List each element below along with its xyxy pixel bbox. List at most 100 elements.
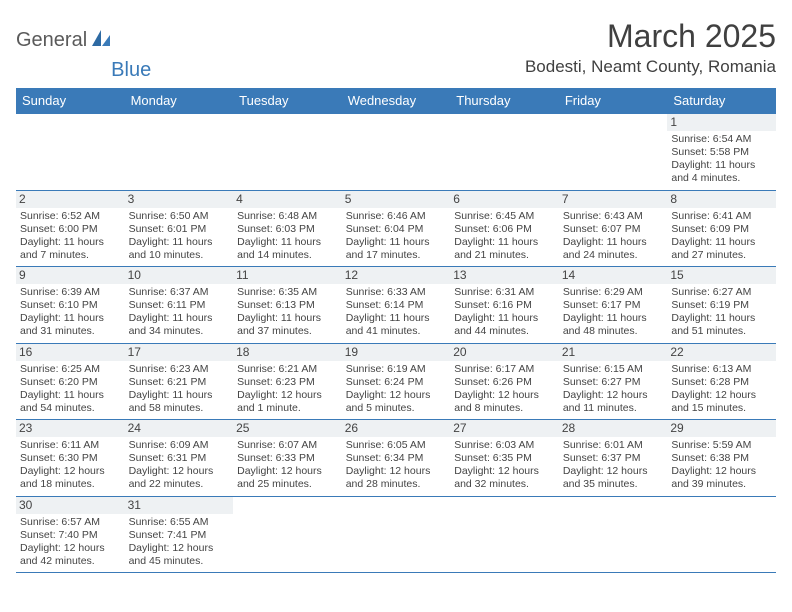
day-number: 27 (450, 420, 559, 437)
day-number: 26 (342, 420, 451, 437)
sunrise-text: Sunrise: 6:29 AM (563, 286, 664, 299)
daylight-text: and 34 minutes. (129, 325, 230, 338)
day-number: 31 (125, 497, 234, 514)
calendar-cell: 26Sunrise: 6:05 AMSunset: 6:34 PMDayligh… (342, 420, 451, 497)
sunrise-text: Sunrise: 6:27 AM (671, 286, 772, 299)
sunrise-text: Sunrise: 6:48 AM (237, 210, 338, 223)
calendar-cell: 30Sunrise: 6:57 AMSunset: 7:40 PMDayligh… (16, 496, 125, 573)
daylight-text: and 51 minutes. (671, 325, 772, 338)
sunset-text: Sunset: 6:23 PM (237, 376, 338, 389)
daylight-text: and 11 minutes. (563, 402, 664, 415)
calendar-cell: 22Sunrise: 6:13 AMSunset: 6:28 PMDayligh… (667, 343, 776, 420)
day-header: Saturday (667, 88, 776, 114)
daylight-text: Daylight: 12 hours (237, 465, 338, 478)
sunrise-text: Sunrise: 6:50 AM (129, 210, 230, 223)
day-number: 21 (559, 344, 668, 361)
day-header: Thursday (450, 88, 559, 114)
sunset-text: Sunset: 6:34 PM (346, 452, 447, 465)
sunrise-text: Sunrise: 6:21 AM (237, 363, 338, 376)
sunset-text: Sunset: 6:27 PM (563, 376, 664, 389)
calendar-cell: 20Sunrise: 6:17 AMSunset: 6:26 PMDayligh… (450, 343, 559, 420)
calendar-cell: 6Sunrise: 6:45 AMSunset: 6:06 PMDaylight… (450, 190, 559, 267)
daylight-text: Daylight: 12 hours (346, 389, 447, 402)
sunset-text: Sunset: 6:03 PM (237, 223, 338, 236)
sunset-text: Sunset: 5:58 PM (671, 146, 772, 159)
calendar-row: 2Sunrise: 6:52 AMSunset: 6:00 PMDaylight… (16, 190, 776, 267)
sunrise-text: Sunrise: 6:55 AM (129, 516, 230, 529)
daylight-text: and 45 minutes. (129, 555, 230, 568)
day-number: 30 (16, 497, 125, 514)
daylight-text: Daylight: 11 hours (20, 389, 121, 402)
daylight-text: Daylight: 12 hours (563, 465, 664, 478)
daylight-text: and 1 minute. (237, 402, 338, 415)
sunrise-text: Sunrise: 6:03 AM (454, 439, 555, 452)
calendar-cell: 2Sunrise: 6:52 AMSunset: 6:00 PMDaylight… (16, 190, 125, 267)
calendar-row: 1Sunrise: 6:54 AMSunset: 5:58 PMDaylight… (16, 114, 776, 191)
calendar-cell: 7Sunrise: 6:43 AMSunset: 6:07 PMDaylight… (559, 190, 668, 267)
calendar-cell: 8Sunrise: 6:41 AMSunset: 6:09 PMDaylight… (667, 190, 776, 267)
sunrise-text: Sunrise: 6:35 AM (237, 286, 338, 299)
sunset-text: Sunset: 6:04 PM (346, 223, 447, 236)
calendar-cell: 18Sunrise: 6:21 AMSunset: 6:23 PMDayligh… (233, 343, 342, 420)
calendar-cell: 16Sunrise: 6:25 AMSunset: 6:20 PMDayligh… (16, 343, 125, 420)
daylight-text: and 24 minutes. (563, 249, 664, 262)
sunrise-text: Sunrise: 6:17 AM (454, 363, 555, 376)
day-number: 11 (233, 267, 342, 284)
sunset-text: Sunset: 6:19 PM (671, 299, 772, 312)
calendar-table: Sunday Monday Tuesday Wednesday Thursday… (16, 88, 776, 573)
daylight-text: Daylight: 12 hours (454, 389, 555, 402)
calendar-cell (450, 496, 559, 573)
calendar-cell: 14Sunrise: 6:29 AMSunset: 6:17 PMDayligh… (559, 267, 668, 344)
daylight-text: Daylight: 11 hours (237, 236, 338, 249)
calendar-cell: 9Sunrise: 6:39 AMSunset: 6:10 PMDaylight… (16, 267, 125, 344)
calendar-cell: 11Sunrise: 6:35 AMSunset: 6:13 PMDayligh… (233, 267, 342, 344)
month-title: March 2025 (525, 18, 776, 55)
daylight-text: and 58 minutes. (129, 402, 230, 415)
sunset-text: Sunset: 6:20 PM (20, 376, 121, 389)
calendar-cell (450, 114, 559, 191)
day-number: 5 (342, 191, 451, 208)
daylight-text: and 14 minutes. (237, 249, 338, 262)
sunset-text: Sunset: 6:06 PM (454, 223, 555, 236)
calendar-cell: 29Sunrise: 5:59 AMSunset: 6:38 PMDayligh… (667, 420, 776, 497)
calendar-cell: 19Sunrise: 6:19 AMSunset: 6:24 PMDayligh… (342, 343, 451, 420)
sunrise-text: Sunrise: 6:23 AM (129, 363, 230, 376)
sunset-text: Sunset: 6:13 PM (237, 299, 338, 312)
calendar-cell: 13Sunrise: 6:31 AMSunset: 6:16 PMDayligh… (450, 267, 559, 344)
daylight-text: and 39 minutes. (671, 478, 772, 491)
sunrise-text: Sunrise: 6:05 AM (346, 439, 447, 452)
daylight-text: and 7 minutes. (20, 249, 121, 262)
logo-text-general: General (16, 29, 87, 52)
day-number: 22 (667, 344, 776, 361)
calendar-cell (16, 114, 125, 191)
day-number: 2 (16, 191, 125, 208)
calendar-cell (559, 496, 668, 573)
sunset-text: Sunset: 7:40 PM (20, 529, 121, 542)
sunset-text: Sunset: 6:07 PM (563, 223, 664, 236)
daylight-text: Daylight: 11 hours (671, 159, 772, 172)
daylight-text: Daylight: 11 hours (20, 312, 121, 325)
calendar-row: 16Sunrise: 6:25 AMSunset: 6:20 PMDayligh… (16, 343, 776, 420)
calendar-cell: 15Sunrise: 6:27 AMSunset: 6:19 PMDayligh… (667, 267, 776, 344)
calendar-row: 30Sunrise: 6:57 AMSunset: 7:40 PMDayligh… (16, 496, 776, 573)
calendar-cell (667, 496, 776, 573)
sunrise-text: Sunrise: 6:46 AM (346, 210, 447, 223)
daylight-text: and 44 minutes. (454, 325, 555, 338)
daylight-text: and 42 minutes. (20, 555, 121, 568)
calendar-cell: 24Sunrise: 6:09 AMSunset: 6:31 PMDayligh… (125, 420, 234, 497)
sunset-text: Sunset: 6:37 PM (563, 452, 664, 465)
sunrise-text: Sunrise: 6:54 AM (671, 133, 772, 146)
calendar-cell (342, 496, 451, 573)
sunrise-text: Sunrise: 6:13 AM (671, 363, 772, 376)
title-block: March 2025 Bodesti, Neamt County, Romani… (525, 18, 776, 77)
day-header: Friday (559, 88, 668, 114)
sunset-text: Sunset: 6:01 PM (129, 223, 230, 236)
calendar-cell: 4Sunrise: 6:48 AMSunset: 6:03 PMDaylight… (233, 190, 342, 267)
sunrise-text: Sunrise: 6:39 AM (20, 286, 121, 299)
calendar-cell: 17Sunrise: 6:23 AMSunset: 6:21 PMDayligh… (125, 343, 234, 420)
day-number: 10 (125, 267, 234, 284)
calendar-cell: 12Sunrise: 6:33 AMSunset: 6:14 PMDayligh… (342, 267, 451, 344)
day-header-row: Sunday Monday Tuesday Wednesday Thursday… (16, 88, 776, 114)
daylight-text: Daylight: 11 hours (129, 389, 230, 402)
daylight-text: Daylight: 11 hours (20, 236, 121, 249)
